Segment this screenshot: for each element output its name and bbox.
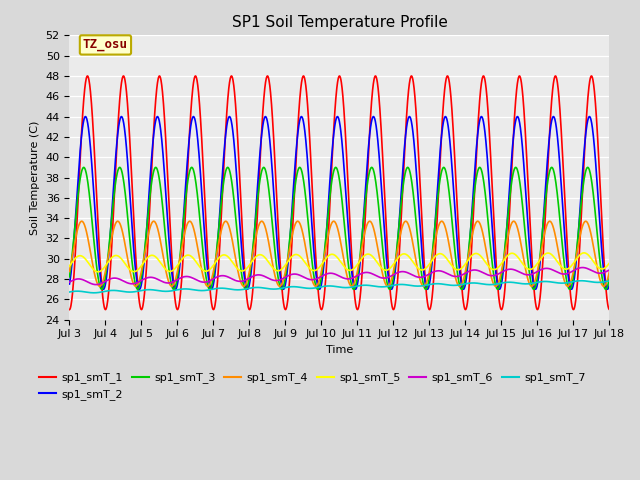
Line: sp1_smT_2: sp1_smT_2	[70, 117, 609, 289]
sp1_smT_2	[604, 287, 611, 292]
Line: sp1_smT_3: sp1_smT_3	[70, 168, 609, 289]
sp1_smT_6	[497, 270, 504, 276]
sp1_smT_2	[367, 124, 374, 130]
sp1_smT_3	[66, 274, 74, 280]
sp1_smT_7	[367, 283, 374, 288]
sp1_smT_1	[558, 140, 566, 146]
Line: sp1_smT_5: sp1_smT_5	[70, 253, 609, 272]
sp1_smT_1	[367, 109, 374, 115]
Y-axis label: Soil Temperature (C): Soil Temperature (C)	[30, 120, 40, 235]
sp1_smT_3	[116, 165, 124, 170]
sp1_smT_3	[558, 241, 566, 247]
sp1_smT_1	[84, 73, 92, 79]
sp1_smT_4	[558, 269, 566, 275]
sp1_smT_3	[367, 165, 375, 170]
sp1_smT_7	[216, 285, 224, 291]
sp1_smT_3	[605, 274, 613, 280]
sp1_smT_1	[216, 233, 224, 239]
sp1_smT_4	[355, 259, 363, 264]
sp1_smT_4	[217, 231, 225, 237]
sp1_smT_2	[216, 206, 224, 212]
sp1_smT_2	[496, 286, 504, 291]
sp1_smT_4	[367, 219, 375, 225]
sp1_smT_6	[92, 282, 100, 288]
Line: sp1_smT_6: sp1_smT_6	[70, 267, 609, 285]
sp1_smT_6	[216, 273, 224, 279]
sp1_smT_2	[573, 253, 580, 259]
sp1_smT_5	[216, 254, 224, 260]
X-axis label: Time: Time	[326, 345, 353, 355]
sp1_smT_6	[66, 279, 74, 285]
sp1_smT_4	[66, 268, 74, 274]
sp1_smT_7	[497, 280, 504, 286]
sp1_smT_5	[66, 263, 74, 269]
sp1_smT_4	[605, 268, 613, 274]
sp1_smT_5	[605, 260, 613, 266]
sp1_smT_7	[355, 283, 363, 288]
sp1_smT_6	[558, 271, 566, 277]
sp1_smT_3	[573, 241, 581, 247]
sp1_smT_4	[96, 283, 104, 289]
sp1_smT_6	[355, 272, 363, 277]
sp1_smT_3	[355, 260, 363, 265]
Line: sp1_smT_4: sp1_smT_4	[70, 221, 609, 286]
sp1_smT_7	[90, 290, 98, 296]
sp1_smT_1	[66, 307, 74, 312]
sp1_smT_2	[558, 189, 566, 194]
sp1_smT_6	[605, 267, 613, 273]
sp1_smT_3	[497, 278, 504, 284]
sp1_smT_5	[558, 264, 566, 270]
Title: SP1 Soil Temperature Profile: SP1 Soil Temperature Profile	[232, 15, 447, 30]
sp1_smT_5	[573, 255, 580, 261]
sp1_smT_7	[605, 278, 613, 284]
sp1_smT_5	[94, 269, 102, 275]
sp1_smT_7	[558, 280, 566, 286]
sp1_smT_1	[605, 307, 613, 312]
sp1_smT_2	[66, 281, 74, 287]
sp1_smT_3	[217, 207, 225, 213]
sp1_smT_7	[573, 278, 580, 284]
sp1_smT_2	[605, 281, 613, 287]
sp1_smT_4	[114, 218, 122, 224]
sp1_smT_6	[573, 266, 580, 272]
sp1_smT_1	[573, 286, 580, 291]
sp1_smT_6	[367, 270, 374, 276]
sp1_smT_5	[367, 252, 374, 258]
sp1_smT_5	[580, 250, 588, 256]
sp1_smT_4	[497, 272, 504, 278]
sp1_smT_6	[579, 264, 586, 270]
sp1_smT_2	[355, 272, 363, 277]
sp1_smT_5	[497, 262, 504, 268]
sp1_smT_3	[134, 287, 141, 292]
Line: sp1_smT_7: sp1_smT_7	[70, 281, 609, 293]
sp1_smT_7	[577, 278, 585, 284]
sp1_smT_4	[573, 248, 581, 254]
Text: TZ_osu: TZ_osu	[83, 38, 128, 51]
sp1_smT_1	[497, 305, 504, 311]
sp1_smT_7	[66, 289, 74, 295]
sp1_smT_5	[355, 259, 363, 265]
sp1_smT_2	[586, 114, 593, 120]
Legend: sp1_smT_1, sp1_smT_2, sp1_smT_3, sp1_smT_4, sp1_smT_5, sp1_smT_6, sp1_smT_7: sp1_smT_1, sp1_smT_2, sp1_smT_3, sp1_smT…	[35, 368, 590, 404]
Line: sp1_smT_1: sp1_smT_1	[70, 76, 609, 310]
sp1_smT_1	[355, 302, 363, 308]
